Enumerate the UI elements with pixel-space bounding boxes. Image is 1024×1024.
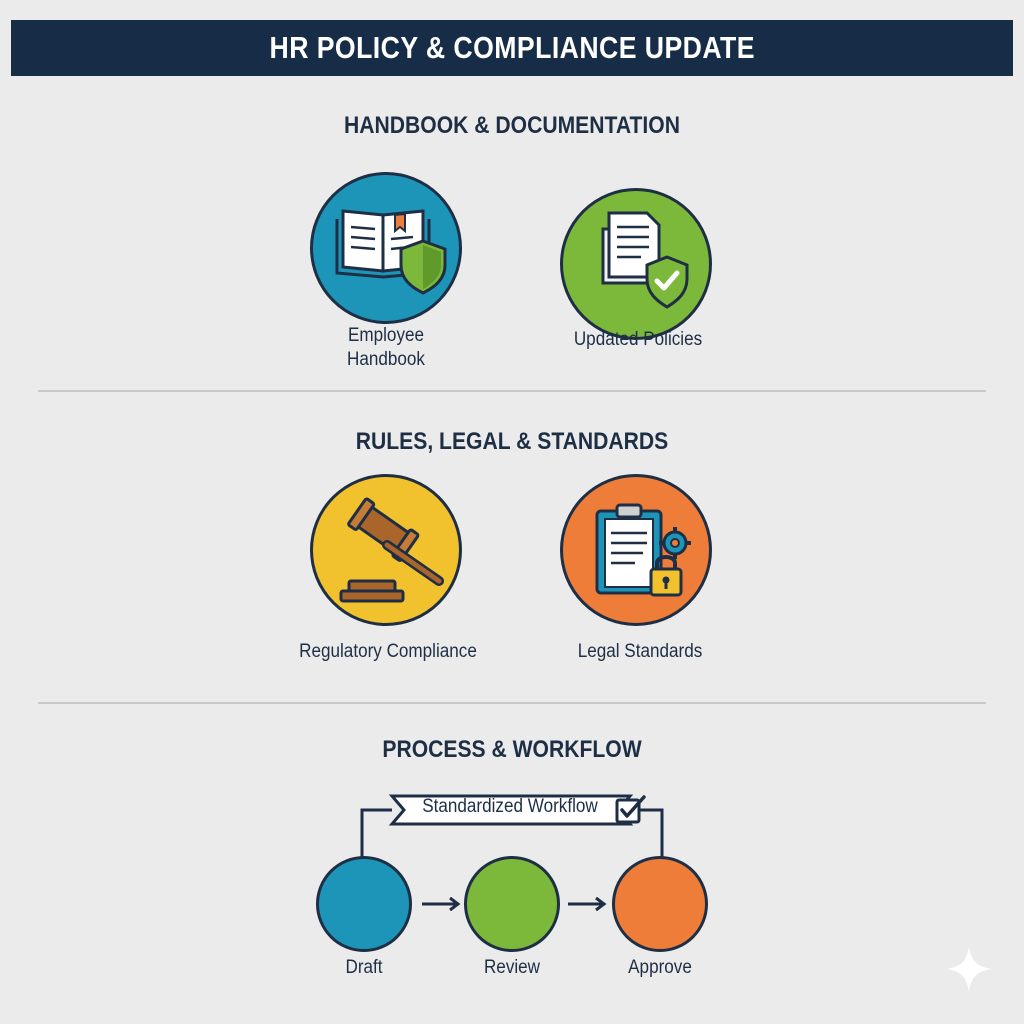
workflow-step-approve-label: Approve [628, 957, 692, 978]
workflow-step-review-circle [464, 856, 560, 952]
checkbox-icon [615, 795, 646, 824]
card-label-legal-standards: Legal Standards [577, 641, 703, 662]
workflow-step-draft-circle [316, 856, 412, 952]
page-title: HR POLICY & COMPLIANCE UPDATE [269, 30, 755, 65]
card-label-updated-policies: Updated Policies [573, 329, 703, 350]
workflow-step-draft-label: Draft [345, 957, 383, 978]
sparkle-icon [946, 946, 992, 992]
header-banner: HR POLICY & COMPLIANCE UPDATE [11, 20, 1013, 76]
workflow-banner-label: Standardized Workflow [422, 796, 598, 817]
gavel-icon [339, 497, 444, 603]
section-divider [38, 702, 986, 704]
open-book-shield-icon [335, 209, 447, 295]
workflow-step-review-label: Review [483, 957, 541, 978]
card-label-regulatory-compliance: Regulatory Compliance [299, 641, 477, 662]
section-divider [38, 390, 986, 392]
workflow-step-approve-circle [612, 856, 708, 952]
section-heading-process: PROCESS & WORKFLOW [382, 736, 642, 763]
clipboard-lock-gear-icon [595, 503, 691, 597]
legal-standards-circle [560, 474, 712, 626]
documents-check-shield-icon [601, 211, 689, 309]
section-heading-rules: RULES, LEGAL & STANDARDS [355, 428, 669, 455]
updated-policies-circle [560, 188, 712, 340]
section-heading-handbook: HANDBOOK & DOCUMENTATION [344, 112, 680, 139]
card-label-employee-handbook: Employee Handbook [347, 325, 425, 370]
regulatory-compliance-circle [310, 474, 462, 626]
employee-handbook-circle [310, 172, 462, 324]
